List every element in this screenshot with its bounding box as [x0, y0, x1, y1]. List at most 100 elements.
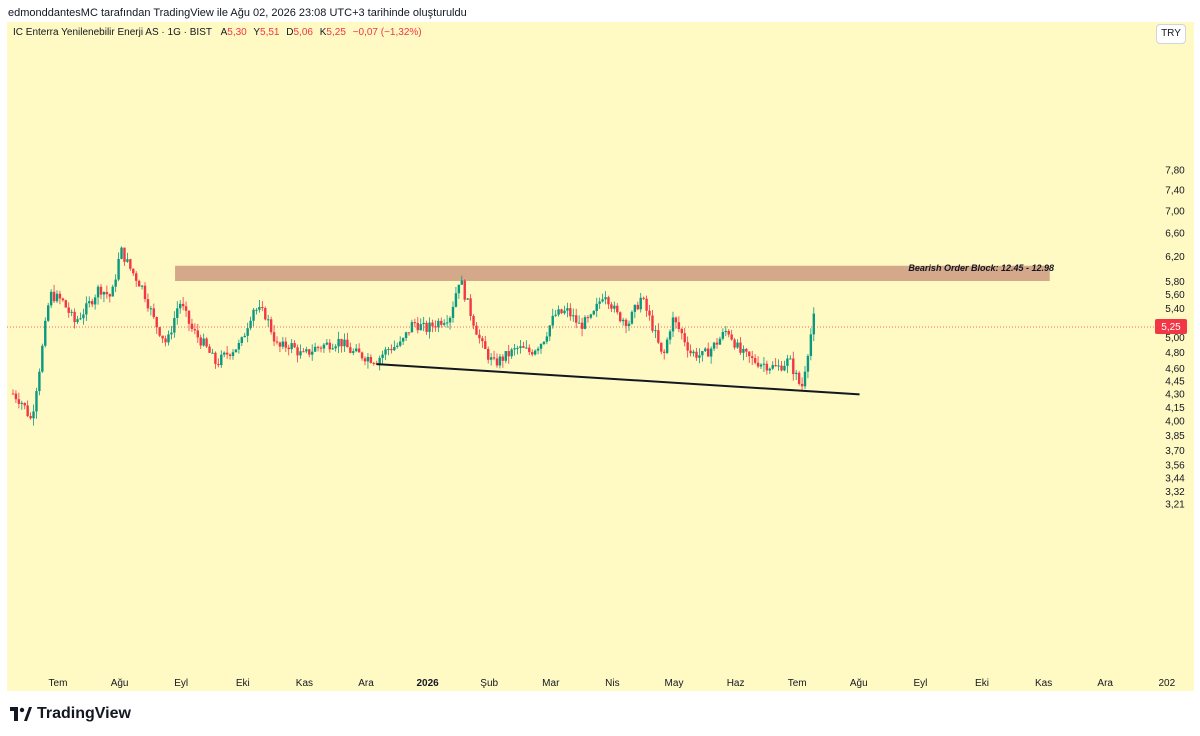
candle	[698, 348, 701, 364]
candle-body	[146, 299, 150, 309]
candle	[272, 325, 276, 347]
candle-body	[249, 320, 252, 329]
candle-body	[668, 331, 672, 340]
price-tick-label: 4,80	[1165, 348, 1185, 359]
candle-body	[812, 313, 815, 335]
price-tick-label: 7,80	[1165, 166, 1185, 177]
candle-body	[689, 350, 692, 354]
candle	[319, 345, 323, 353]
candle	[404, 331, 408, 342]
candle-body	[184, 306, 188, 311]
candle	[595, 297, 598, 318]
price-tick-label: 4,15	[1165, 403, 1185, 414]
candle-body	[223, 352, 226, 355]
candle-body	[91, 301, 94, 305]
brand-name: TradingView	[37, 705, 131, 722]
tradingview-logo-icon	[10, 707, 32, 721]
candle-body	[478, 334, 481, 339]
candle	[636, 301, 639, 311]
candle-body	[616, 305, 619, 313]
candle	[246, 322, 249, 343]
candle-body	[472, 315, 475, 326]
candle	[52, 284, 56, 304]
candle	[586, 315, 590, 323]
candle	[137, 279, 141, 287]
candle-body	[93, 297, 97, 305]
candle	[349, 342, 352, 354]
candle	[308, 348, 311, 358]
candle-body	[369, 356, 373, 363]
candle	[223, 351, 226, 358]
candle	[158, 326, 161, 338]
candle	[340, 338, 343, 353]
candle-body	[38, 371, 41, 392]
price-axis[interactable]: 7,807,407,006,606,205,805,605,405,205,00…	[1165, 166, 1185, 511]
candle	[428, 317, 431, 339]
candle-body	[211, 352, 214, 354]
candle	[431, 319, 434, 333]
candle	[774, 358, 777, 367]
candle	[492, 350, 496, 361]
candle-body	[396, 345, 399, 347]
candle	[695, 348, 698, 361]
time-axis[interactable]: Tem Ağu Eyl Eki Kas Ara 2026 Şub Mar Nis May Haz Tem…	[49, 678, 1176, 689]
candle-body	[704, 348, 707, 352]
candle	[533, 349, 537, 356]
candle	[739, 337, 742, 355]
currency-button[interactable]: TRY	[1156, 24, 1186, 44]
candle	[489, 352, 493, 366]
candle	[654, 325, 657, 339]
candle-body	[340, 338, 343, 347]
candle-body	[642, 297, 645, 299]
price-tick-label: 6,20	[1165, 252, 1185, 263]
candle-body	[721, 332, 725, 339]
candle-body	[759, 364, 763, 367]
candle	[745, 348, 748, 358]
candle	[748, 351, 751, 363]
time-tick-label: 202	[1158, 678, 1175, 689]
candle-body	[742, 348, 745, 353]
candle-body	[756, 362, 760, 367]
candle	[484, 335, 487, 350]
candle-body	[246, 328, 249, 336]
candle	[507, 344, 510, 364]
candle-body	[234, 349, 238, 353]
candle-body	[806, 355, 810, 372]
chart-panel[interactable]: 7,807,407,006,606,205,805,605,405,205,00…	[7, 22, 1194, 691]
candle-body	[299, 351, 302, 356]
candle-body	[709, 348, 713, 357]
candle	[167, 330, 170, 346]
candle	[161, 335, 164, 344]
candle-body	[117, 258, 120, 280]
candle	[378, 355, 381, 371]
candle-body	[196, 330, 199, 338]
price-chart[interactable]: 7,807,407,006,606,205,805,605,405,205,00…	[7, 22, 1194, 691]
candle-body	[445, 322, 449, 324]
candle	[23, 402, 26, 410]
candle-body	[504, 351, 507, 361]
candle	[531, 349, 534, 357]
candle	[61, 297, 65, 302]
price-tick-label: 4,00	[1165, 417, 1185, 428]
candle	[451, 301, 455, 323]
candle-body	[393, 346, 396, 351]
candle-body	[469, 298, 472, 316]
candle-body	[724, 330, 727, 333]
candle	[264, 306, 267, 321]
candle	[434, 320, 437, 332]
candle-body	[23, 402, 26, 406]
candle-body	[460, 280, 463, 285]
candle	[129, 258, 132, 271]
candle	[328, 339, 331, 353]
candle-body	[575, 315, 578, 323]
candle-body	[542, 341, 546, 345]
candle-body	[281, 341, 285, 347]
candle-body	[580, 322, 584, 329]
candle-body	[692, 351, 695, 354]
candle-body	[187, 310, 191, 324]
candle-body	[657, 330, 660, 343]
candle	[777, 359, 780, 371]
candle	[407, 332, 411, 336]
candle-body	[560, 309, 563, 314]
candle	[108, 293, 111, 303]
